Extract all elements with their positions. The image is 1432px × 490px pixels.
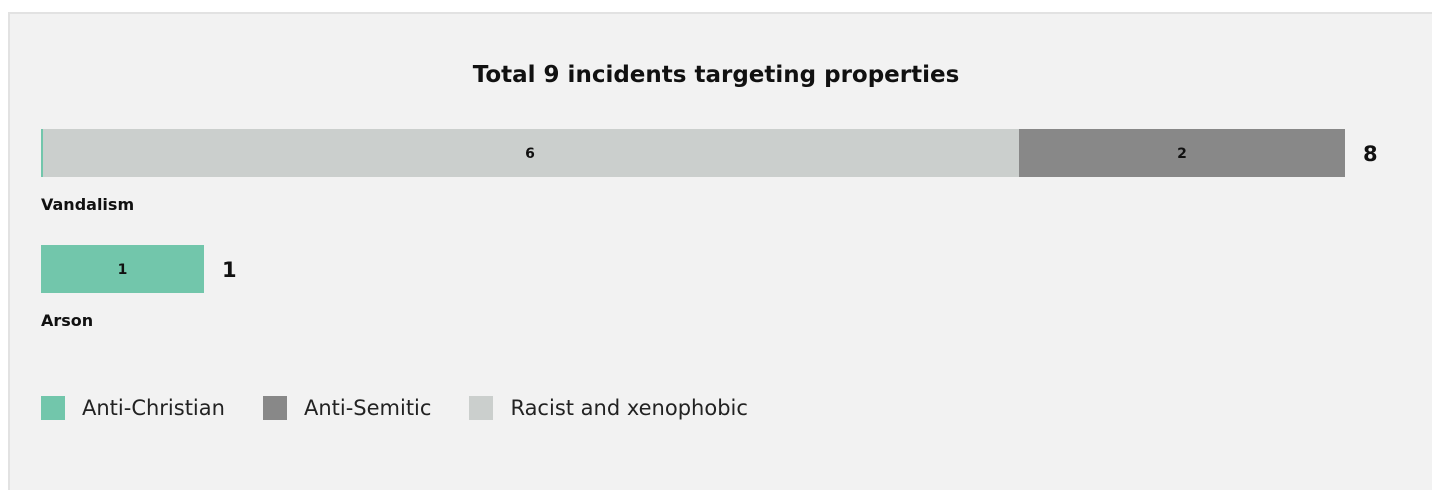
total-label-arson: 1 <box>222 258 237 282</box>
legend-item-racist-and-xenophobic: Racist and xenophobic <box>469 396 748 420</box>
data-label-vandalism-racist-and-xenophobic: 6 <box>525 146 535 162</box>
total-label-vandalism: 8 <box>1363 142 1378 166</box>
legend-label-anti-semitic: Anti-Semitic <box>303 396 432 420</box>
legend-swatch-racist-and-xenophobic <box>469 396 494 420</box>
legend-label-anti-christian: Anti-Christian <box>82 396 225 420</box>
bar-vandalism-racist-and-xenophobic <box>41 129 1019 177</box>
legend-swatch-anti-semitic <box>262 396 287 420</box>
data-label-arson-anti-christian: 1 <box>118 262 128 278</box>
legend-swatch-anti-christian <box>41 396 65 420</box>
legend: Anti-Christian Anti-Semitic Racist and x… <box>41 396 786 420</box>
legend-item-anti-christian: Anti-Christian <box>41 396 225 420</box>
bar-chart: 6 2 8 Vandalism 1 1 Arson <box>41 129 1378 330</box>
legend-item-anti-semitic: Anti-Semitic <box>262 396 432 420</box>
bar-arson-anti-christian <box>41 245 204 293</box>
category-label-arson: Arson <box>41 311 93 330</box>
data-label-vandalism-anti-semitic: 2 <box>1177 146 1187 162</box>
legend-label-racist-and-xenophobic: Racist and xenophobic <box>510 396 748 420</box>
bar-start-accent <box>41 129 43 177</box>
chart-title: Total 9 incidents targeting properties <box>472 62 960 88</box>
bar-vandalism-anti-semitic <box>1019 129 1345 177</box>
chart-panel <box>8 12 1432 490</box>
category-label-vandalism: Vandalism <box>41 195 134 214</box>
